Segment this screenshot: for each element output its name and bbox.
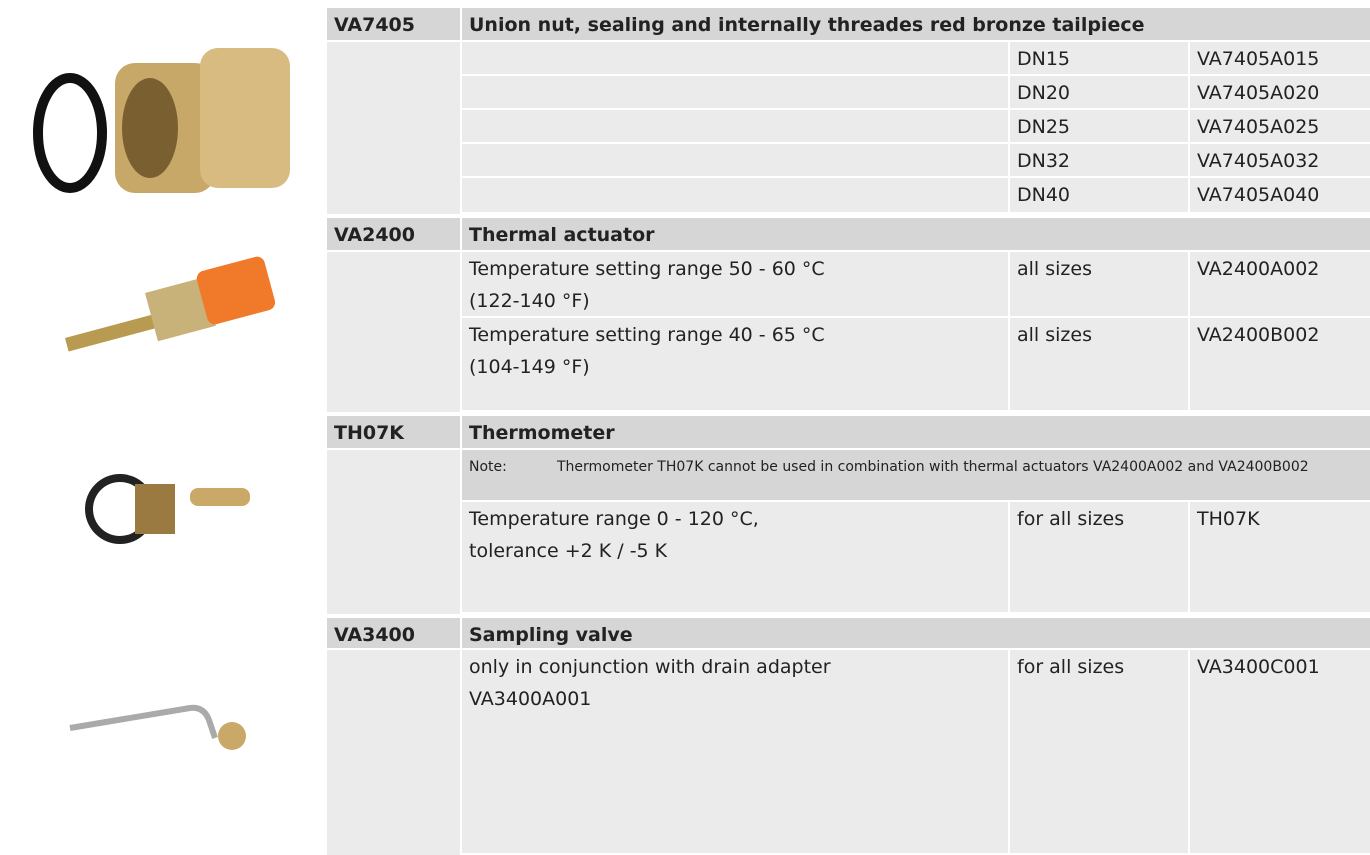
size: for all sizes [1010,502,1188,612]
note-label: Note: [469,458,507,476]
code-cell [327,252,460,412]
size: DN40 [1010,178,1188,212]
title: Thermal actuator [462,218,1370,250]
thermometer-image [0,416,325,614]
size: DN20 [1010,76,1188,108]
description-line: VA3400A001 [469,683,1001,715]
union-nut-image [0,8,325,214]
description [462,42,1008,74]
order-number: VA7405A015 [1190,42,1370,74]
actuator-image [0,218,325,412]
code: TH07K [327,416,460,448]
code: VA3400 [327,618,460,648]
description: Temperature setting range 50 - 60 °C(122… [462,252,1008,316]
code: VA2400 [327,218,460,250]
description-line: Temperature setting range 40 - 65 °C [469,319,1001,351]
size: DN15 [1010,42,1188,74]
description [462,110,1008,142]
description [462,76,1008,108]
order-number: VA7405A040 [1190,178,1370,212]
code-cell [327,450,460,614]
order-number: VA7405A025 [1190,110,1370,142]
order-number: VA7405A020 [1190,76,1370,108]
code-cell [327,650,460,855]
size: DN32 [1010,144,1188,176]
description-line: (104-149 °F) [469,351,1001,383]
title: Union nut, sealing and internally thread… [462,8,1370,40]
order-number: VA7405A032 [1190,144,1370,176]
code-cell [327,42,460,214]
description-line: only in conjunction with drain adapter [469,651,1001,683]
size: all sizes [1010,252,1188,316]
description [462,144,1008,176]
code: VA7405 [327,8,460,40]
order-number: VA2400B002 [1190,318,1370,410]
size: DN25 [1010,110,1188,142]
description-line: tolerance +2 K / -5 K [469,535,1001,567]
note-text: Thermometer TH07K cannot be used in comb… [557,458,1366,476]
title: Thermometer [462,416,1370,448]
description-line: Temperature range 0 - 120 °C, [469,503,1001,535]
size: all sizes [1010,318,1188,410]
description [462,178,1008,212]
description-line: (122-140 °F) [469,285,1001,317]
note: Note: Thermometer TH07K cannot be used in… [462,450,1370,500]
order-number: VA2400A002 [1190,252,1370,316]
sampling-valve-image [0,618,325,823]
description-line: Temperature setting range 50 - 60 °C [469,253,1001,285]
description: Temperature setting range 40 - 65 °C(104… [462,318,1008,410]
description: Temperature range 0 - 120 °C,tolerance +… [462,502,1008,612]
title: Sampling valve [462,618,1370,648]
order-number: TH07K [1190,502,1370,612]
